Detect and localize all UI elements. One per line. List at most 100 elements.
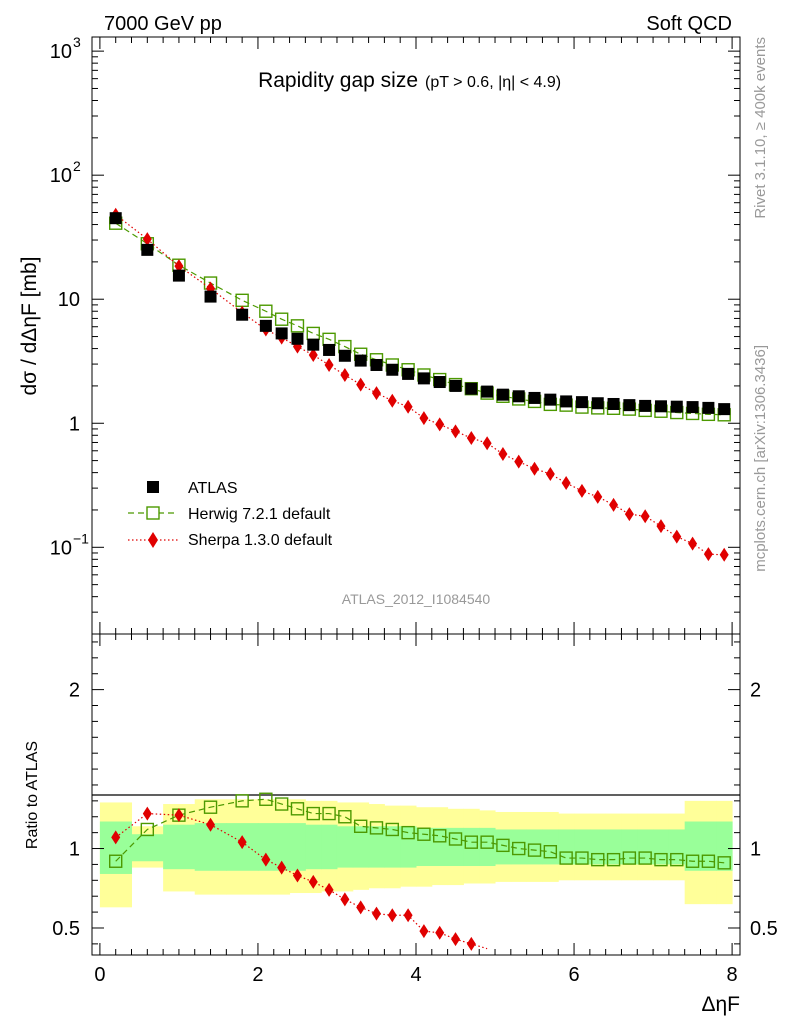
band-bin bbox=[574, 829, 591, 865]
data-point bbox=[530, 461, 540, 476]
band-bin bbox=[416, 827, 433, 867]
data-point bbox=[640, 509, 650, 524]
data-point bbox=[464, 835, 479, 849]
band-bin bbox=[495, 829, 512, 865]
band-bin bbox=[431, 827, 449, 867]
data-point bbox=[703, 547, 713, 562]
data-point bbox=[419, 411, 429, 426]
data-point bbox=[656, 519, 666, 534]
ratio-series-herwig bbox=[109, 792, 731, 870]
data-point bbox=[237, 835, 247, 850]
ratio-y-tick-label-left: 1 bbox=[69, 839, 80, 861]
data-point bbox=[387, 908, 397, 923]
main-axis-ticks bbox=[92, 37, 740, 635]
data-point bbox=[607, 397, 620, 410]
data-point bbox=[142, 232, 152, 247]
tick-base: 10 bbox=[50, 537, 72, 559]
data-point bbox=[560, 395, 573, 408]
data-point bbox=[109, 854, 123, 868]
data-point bbox=[559, 851, 573, 865]
data-point bbox=[307, 338, 320, 351]
data-point bbox=[203, 800, 218, 814]
data-point bbox=[370, 358, 383, 371]
x-tick-label: 6 bbox=[568, 964, 579, 986]
tick-exponent: 2 bbox=[73, 158, 81, 174]
main-y-axis-label: dσ / dΔηF [mb] bbox=[18, 256, 41, 395]
data-point bbox=[290, 802, 305, 816]
series-line bbox=[115, 214, 725, 556]
ratio-series-layer bbox=[109, 792, 731, 951]
data-point bbox=[338, 810, 352, 824]
data-point bbox=[622, 851, 637, 865]
data-point bbox=[719, 547, 729, 562]
data-point bbox=[591, 852, 605, 867]
data-point bbox=[386, 363, 399, 376]
band-bin bbox=[653, 829, 670, 865]
data-point bbox=[575, 396, 588, 409]
band-bin bbox=[400, 826, 417, 868]
tick-exponent: −1 bbox=[73, 530, 89, 546]
main-y-tick-label: 10 bbox=[58, 289, 80, 311]
rivet-version-label: Rivet 3.1.10, ≥ 400k events bbox=[752, 37, 769, 219]
band-bin bbox=[558, 829, 575, 865]
ratio-y-tick-labels: 0.5 0.5 1 1 2 2 bbox=[52, 680, 778, 940]
legend-sherpa-label: Sherpa 1.3.0 default bbox=[188, 532, 333, 549]
data-point bbox=[575, 851, 589, 865]
band-bin bbox=[479, 827, 496, 867]
data-point bbox=[142, 806, 152, 821]
ratio-y-axis-label: Ratio to ATLAS bbox=[24, 741, 41, 849]
ratio-uncertainty-bands bbox=[99, 799, 733, 908]
data-point bbox=[591, 397, 604, 410]
data-point bbox=[543, 845, 558, 859]
data-point bbox=[275, 327, 288, 340]
band-bin bbox=[621, 829, 638, 865]
x-tick-label: 0 bbox=[94, 964, 105, 986]
data-point bbox=[623, 399, 636, 412]
data-point bbox=[577, 483, 587, 498]
data-point bbox=[261, 852, 271, 867]
tick-base: 1 bbox=[69, 413, 80, 435]
data-point bbox=[528, 391, 541, 404]
data-point bbox=[353, 819, 368, 833]
band-bin bbox=[273, 823, 291, 871]
data-point bbox=[174, 808, 184, 823]
data-point bbox=[356, 377, 366, 392]
data-point bbox=[340, 892, 350, 907]
band-bin bbox=[447, 827, 464, 867]
data-point bbox=[448, 832, 463, 846]
ratio-y-tick-label-right: 2 bbox=[750, 680, 761, 702]
ratio-y-tick-label-right: 0.5 bbox=[750, 918, 778, 940]
data-point bbox=[480, 835, 494, 849]
band-bin bbox=[668, 829, 686, 865]
band-bin bbox=[163, 824, 196, 870]
legend-atlas-label: ATLAS bbox=[188, 480, 238, 497]
band-bin bbox=[99, 821, 133, 874]
ratio-y-tick-label-right: 1 bbox=[750, 839, 761, 861]
process-label: Soft QCD bbox=[646, 13, 732, 35]
main-y-tick-label: 10 −1 bbox=[50, 530, 89, 559]
data-point bbox=[685, 854, 700, 868]
data-point bbox=[290, 319, 305, 333]
data-point bbox=[609, 497, 619, 512]
data-point bbox=[306, 326, 320, 341]
data-point bbox=[172, 269, 185, 282]
data-point bbox=[717, 856, 731, 870]
data-point bbox=[371, 906, 381, 921]
data-point bbox=[322, 806, 336, 821]
data-point bbox=[259, 319, 272, 332]
main-series-layer bbox=[109, 207, 731, 562]
legend-herwig-label: Herwig 7.2.1 default bbox=[188, 506, 331, 523]
data-point bbox=[451, 932, 461, 947]
band-bin bbox=[352, 826, 370, 868]
chart-title: Rapidity gap size bbox=[258, 69, 418, 92]
data-point bbox=[236, 308, 249, 321]
data-point bbox=[371, 386, 381, 401]
band-bin bbox=[589, 829, 607, 865]
data-point bbox=[291, 332, 304, 345]
band-bin bbox=[289, 823, 306, 871]
data-point bbox=[340, 367, 350, 382]
data-point bbox=[308, 874, 318, 889]
band-bin bbox=[700, 821, 717, 871]
data-point bbox=[308, 348, 318, 363]
data-point bbox=[402, 367, 415, 380]
